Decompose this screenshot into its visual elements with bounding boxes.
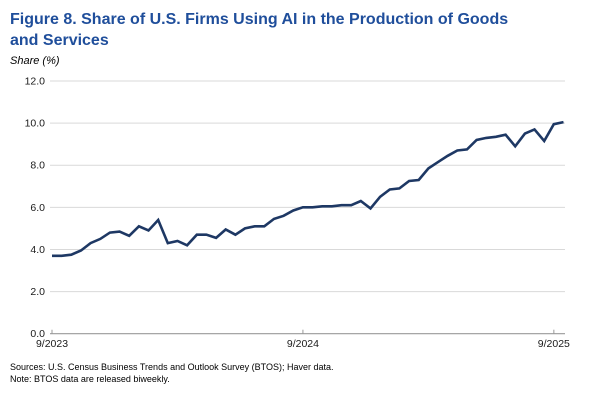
y-tick-label: 8.0 xyxy=(30,160,45,172)
y-tick-label: 2.0 xyxy=(30,286,45,298)
figure-title: Figure 8. Share of U.S. Firms Using AI i… xyxy=(10,9,508,51)
y-tick-label: 10.0 xyxy=(25,118,46,130)
x-tick-label: 9/2024 xyxy=(287,338,319,350)
source-note-block: Sources: U.S. Census Business Trends and… xyxy=(10,361,333,385)
x-tick-label: 9/2025 xyxy=(538,338,570,350)
x-tick-label: 9/2023 xyxy=(36,338,68,350)
y-axis-title: Share (%) xyxy=(10,55,60,67)
ai-share-line xyxy=(52,120,564,258)
y-tick-label: 0.0 xyxy=(30,328,45,340)
y-tick-label: 6.0 xyxy=(30,202,45,214)
sources-line: Sources: U.S. Census Business Trends and… xyxy=(10,362,334,372)
line-chart: 0.0 2.0 4.0 6.0 8.0 10.0 12.0 9/2023 9/2024 9/202… xyxy=(25,76,570,351)
y-tick-label: 12.0 xyxy=(25,76,46,88)
note-line: Note: BTOS data are released biweekly. xyxy=(10,374,170,384)
figure-title-line1: Figure 8. Share of U.S. Firms Using AI i… xyxy=(10,11,509,28)
y-tick-label: 4.0 xyxy=(30,244,45,256)
figure-title-line2: and Services xyxy=(10,32,109,49)
